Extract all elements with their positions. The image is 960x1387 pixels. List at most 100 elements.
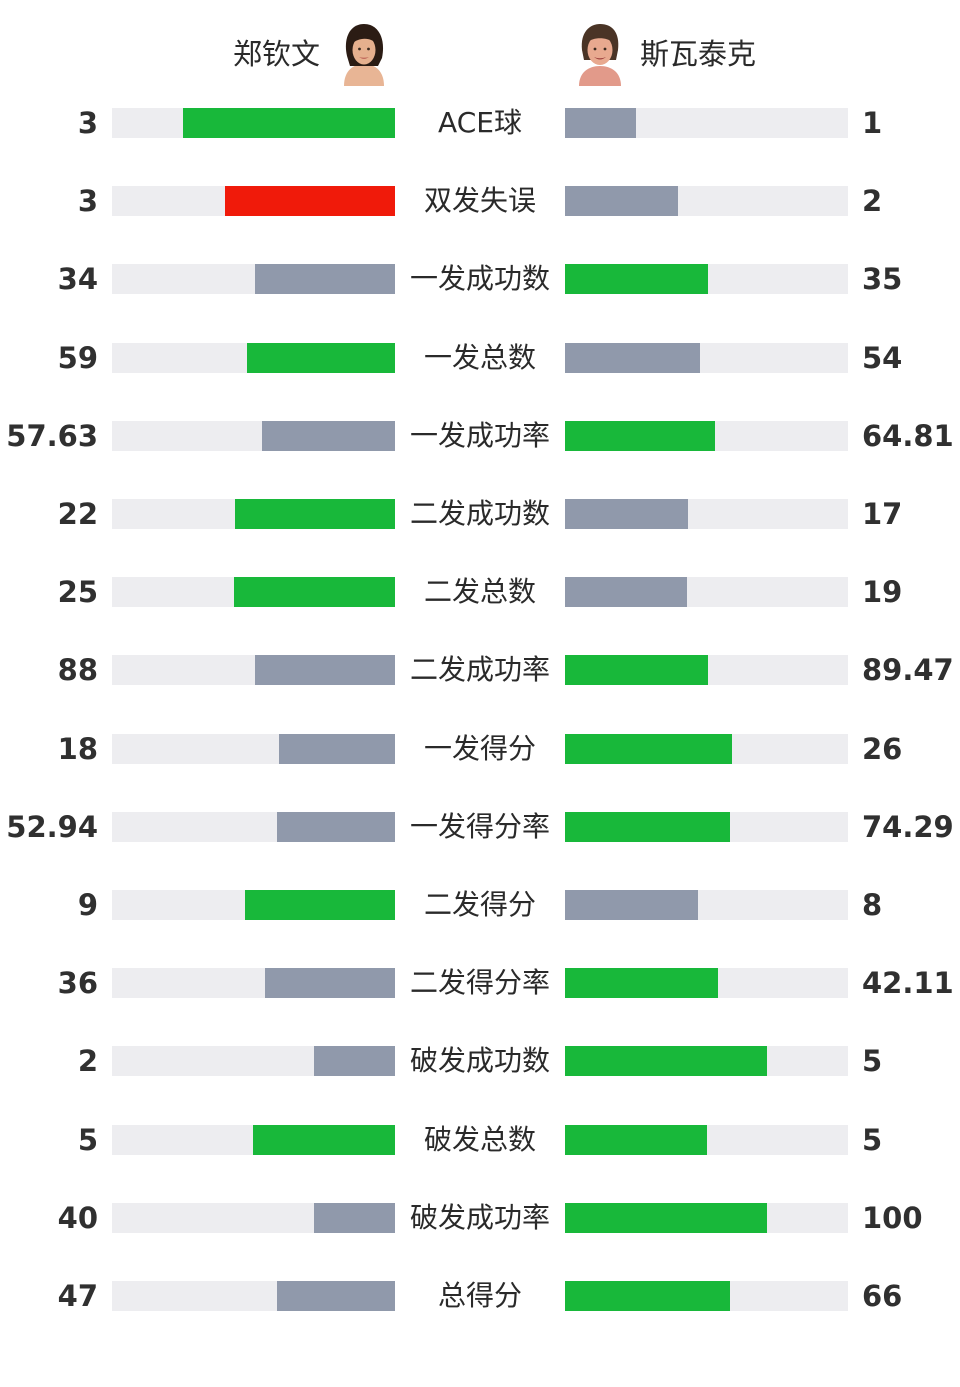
player1-value: 2: [77, 1044, 98, 1078]
player2-bar-track: [565, 499, 848, 529]
stat-label: 二发得分: [423, 888, 536, 921]
player2-value: 42.11: [862, 966, 954, 1000]
player1-value: 25: [57, 575, 98, 609]
player1-value: 52.94: [6, 810, 98, 844]
player2-bar: [565, 108, 636, 138]
player1-value: 36: [57, 966, 98, 1000]
player1-value: 18: [57, 732, 98, 766]
stat-row: 52.94 一发得分率 74.29: [0, 810, 960, 844]
stat-label: 破发总数: [423, 1123, 536, 1156]
player1-bar-track: [112, 577, 395, 607]
player2-bar: [565, 343, 700, 373]
player1-bar: [247, 343, 395, 373]
stat-row: 2 破发成功数 5: [0, 1044, 960, 1078]
stat-row: 47 总得分 66: [0, 1279, 960, 1313]
player1-bar: [262, 421, 395, 451]
player1-bar-track: [112, 968, 395, 998]
player2-bar-track: [565, 655, 848, 685]
player1-value: 57.63: [6, 419, 98, 453]
player1-value: 34: [57, 262, 98, 296]
player1-value: 59: [57, 341, 98, 375]
player2-bar-track: [565, 343, 848, 373]
stat-row: 3 ACE球 1: [0, 106, 960, 140]
player2-bar-track: [565, 1203, 848, 1233]
player2-bar: [565, 812, 730, 842]
player1-bar-track: [112, 421, 395, 451]
player2-value: 26: [862, 732, 903, 766]
player2-bar: [565, 499, 688, 529]
player1-bar-track: [112, 890, 395, 920]
player2-value: 89.47: [862, 653, 954, 687]
player2-bar: [565, 577, 687, 607]
player2-bar-track: [565, 812, 848, 842]
player1-bar: [277, 812, 395, 842]
player1-bar-track: [112, 812, 395, 842]
stat-row: 59 一发总数 54: [0, 341, 960, 375]
player2-bar-track: [565, 1281, 848, 1311]
player1-value: 47: [57, 1279, 98, 1313]
player2-value: 100: [862, 1201, 923, 1235]
player1-bar: [277, 1281, 395, 1311]
player2-bar-track: [565, 264, 848, 294]
stat-label: 总得分: [437, 1279, 522, 1312]
player2-bar: [565, 421, 715, 451]
stat-label: 破发成功数: [409, 1044, 550, 1077]
player2-bar: [565, 655, 708, 685]
player2-value: 5: [862, 1123, 883, 1157]
player2-name: 斯瓦泰克: [640, 37, 757, 71]
player2-bar: [565, 734, 732, 764]
stat-row: 22 二发成功数 17: [0, 497, 960, 531]
stat-label: 双发失误: [423, 184, 536, 217]
player2-bar: [565, 264, 708, 294]
player1-bar: [225, 186, 395, 216]
player1-bar: [183, 108, 395, 138]
player2-bar: [565, 1281, 730, 1311]
player1-bar: [255, 264, 395, 294]
player2-value: 54: [862, 341, 903, 375]
player1-bar: [245, 890, 395, 920]
player2-bar: [565, 1046, 767, 1076]
player1-bar-track: [112, 343, 395, 373]
player1-name: 郑钦文: [232, 37, 320, 71]
player1-avatar: [338, 20, 390, 86]
player1-bar: [314, 1203, 395, 1233]
player1-bar-track: [112, 264, 395, 294]
player2-bar: [565, 890, 698, 920]
player1-value: 22: [57, 497, 98, 531]
stat-row: 40 破发成功率 100: [0, 1201, 960, 1235]
stat-row: 25 二发总数 19: [0, 575, 960, 609]
player1-bar: [235, 499, 395, 529]
stat-row: 9 二发得分 8: [0, 888, 960, 922]
player2-value: 8: [862, 888, 883, 922]
player1-bar-track: [112, 1125, 395, 1155]
player2-bar-track: [565, 577, 848, 607]
player1-bar: [234, 577, 395, 607]
stat-label: 二发成功率: [409, 653, 550, 686]
player1-value: 3: [77, 106, 98, 140]
player1-bar: [255, 655, 395, 685]
stat-label: 二发成功数: [409, 497, 550, 530]
player2-value: 74.29: [862, 810, 954, 844]
stat-row: 57.63 一发成功率 64.81: [0, 419, 960, 453]
stat-label: 破发成功率: [409, 1201, 550, 1234]
stat-label: 二发总数: [423, 575, 536, 608]
player1-bar-track: [112, 734, 395, 764]
stat-row: 88 二发成功率 89.47: [0, 653, 960, 687]
player2-value: 66: [862, 1279, 903, 1313]
player1-bar: [314, 1046, 395, 1076]
player2-value: 19: [862, 575, 903, 609]
player2-bar-track: [565, 1046, 848, 1076]
stat-label: 一发总数: [423, 341, 536, 374]
player-portrait-icon: [574, 20, 626, 86]
player1-value: 9: [77, 888, 98, 922]
stat-row: 18 一发得分 26: [0, 732, 960, 766]
player2-value: 2: [862, 184, 883, 218]
player1-value: 3: [77, 184, 98, 218]
stat-label: 一发得分: [423, 732, 536, 765]
player1-bar-track: [112, 499, 395, 529]
player-portrait-icon: [338, 20, 390, 86]
player2-bar-track: [565, 890, 848, 920]
player1-value: 40: [57, 1201, 98, 1235]
stat-label: 一发得分率: [409, 810, 550, 843]
player1-bar-track: [112, 1203, 395, 1233]
